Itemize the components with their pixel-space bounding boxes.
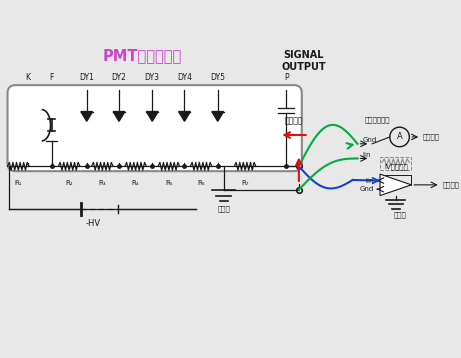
- Text: IV转换模块: IV转换模块: [385, 163, 408, 170]
- Text: 电流方向: 电流方向: [285, 116, 303, 125]
- Text: -HV: -HV: [86, 219, 101, 228]
- Text: R₁: R₁: [15, 180, 22, 186]
- Text: 高压地: 高压地: [217, 205, 230, 212]
- Polygon shape: [380, 174, 411, 195]
- Text: P: P: [284, 73, 289, 82]
- Text: Iin: Iin: [366, 178, 374, 184]
- Text: DY5: DY5: [210, 73, 225, 82]
- Polygon shape: [81, 112, 93, 121]
- Text: DY4: DY4: [177, 73, 192, 82]
- Text: R₇: R₇: [242, 180, 249, 186]
- Text: Iin: Iin: [362, 151, 371, 158]
- Text: R₂: R₂: [65, 180, 73, 186]
- Text: DY3: DY3: [145, 73, 160, 82]
- Bar: [380, 156, 411, 170]
- Text: Gnd: Gnd: [360, 186, 374, 192]
- Text: PMT接线原理图: PMT接线原理图: [103, 48, 182, 63]
- Text: DY2: DY2: [112, 73, 126, 82]
- Text: 电压采样: 电压采样: [443, 182, 460, 188]
- Polygon shape: [212, 112, 224, 121]
- Polygon shape: [113, 112, 125, 121]
- Text: A: A: [397, 132, 402, 141]
- Text: F: F: [49, 73, 54, 82]
- Text: R₄: R₄: [132, 180, 139, 186]
- Polygon shape: [178, 112, 190, 121]
- Text: 对数转换模块: 对数转换模块: [364, 116, 390, 123]
- Text: SIGNAL
OUTPUT: SIGNAL OUTPUT: [282, 49, 326, 72]
- Polygon shape: [146, 112, 158, 121]
- Text: R₆: R₆: [197, 180, 205, 186]
- Text: R₃: R₃: [99, 180, 106, 186]
- Text: DY1: DY1: [79, 73, 94, 82]
- Text: 采样地: 采样地: [393, 211, 406, 218]
- Text: Gnd: Gnd: [362, 137, 377, 143]
- Text: 电压采样: 电压采样: [423, 134, 440, 140]
- Text: K: K: [25, 73, 30, 82]
- Text: R₅: R₅: [165, 180, 173, 186]
- FancyBboxPatch shape: [7, 85, 302, 171]
